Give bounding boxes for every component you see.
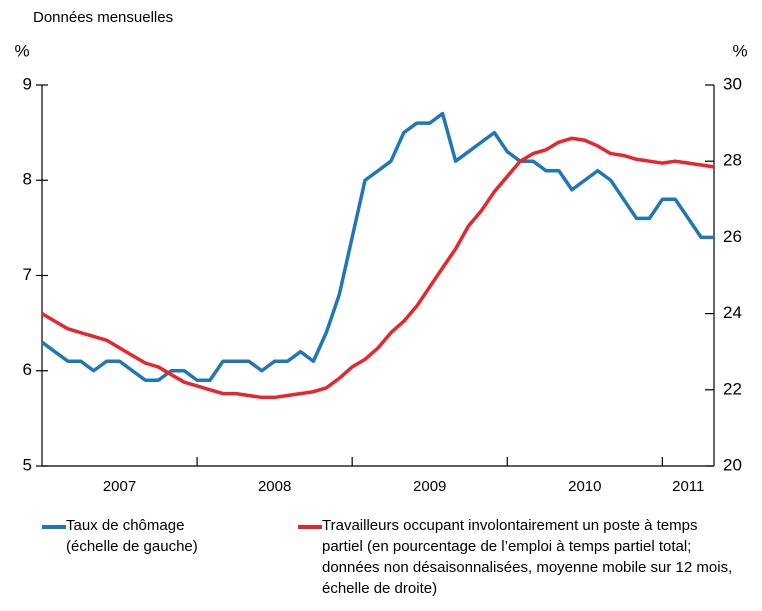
- y2-tick-label: 28: [723, 151, 742, 170]
- y2-tick-label: 30: [723, 74, 742, 93]
- y-unit: %: [14, 41, 29, 60]
- legend-label: Travailleurs occupant involontairement u…: [322, 517, 733, 597]
- chart: Données mensuelles % % 5 6 7 8 9 20 22 24 26 28 30…: [14, 9, 747, 495]
- y2-tick-label: 26: [723, 227, 742, 246]
- y-tick-label: 9: [23, 74, 32, 93]
- x-tick-label: 2009: [413, 478, 446, 495]
- series-line: [41, 136, 715, 400]
- legend-item: Taux de chômage (échelle de gauche): [42, 515, 217, 557]
- x-tick-label: 2011: [672, 478, 704, 495]
- y2-unit: %: [732, 41, 747, 60]
- y2-tick-label: 20: [723, 455, 742, 474]
- chart-subtitle: Données mensuelles: [33, 9, 173, 26]
- y-tick-label: 5: [23, 455, 32, 474]
- y2-tick-label: 22: [723, 379, 742, 398]
- x-tick-label: 2008: [258, 478, 291, 495]
- x-tick-label: 2007: [103, 478, 136, 495]
- y-tick-label: 7: [23, 265, 32, 284]
- series-line: [40, 111, 714, 383]
- y-tick-label: 8: [23, 170, 32, 189]
- y-tick-label: 6: [23, 360, 32, 379]
- legend-label: Taux de chômage (échelle de gauche): [66, 517, 198, 555]
- legend-swatch: [298, 525, 322, 529]
- legend-item: Travailleurs occupant involontairement u…: [298, 515, 738, 599]
- x-tick-label: 2010: [568, 478, 601, 495]
- y2-tick-label: 24: [723, 303, 742, 322]
- legend-swatch: [42, 525, 66, 529]
